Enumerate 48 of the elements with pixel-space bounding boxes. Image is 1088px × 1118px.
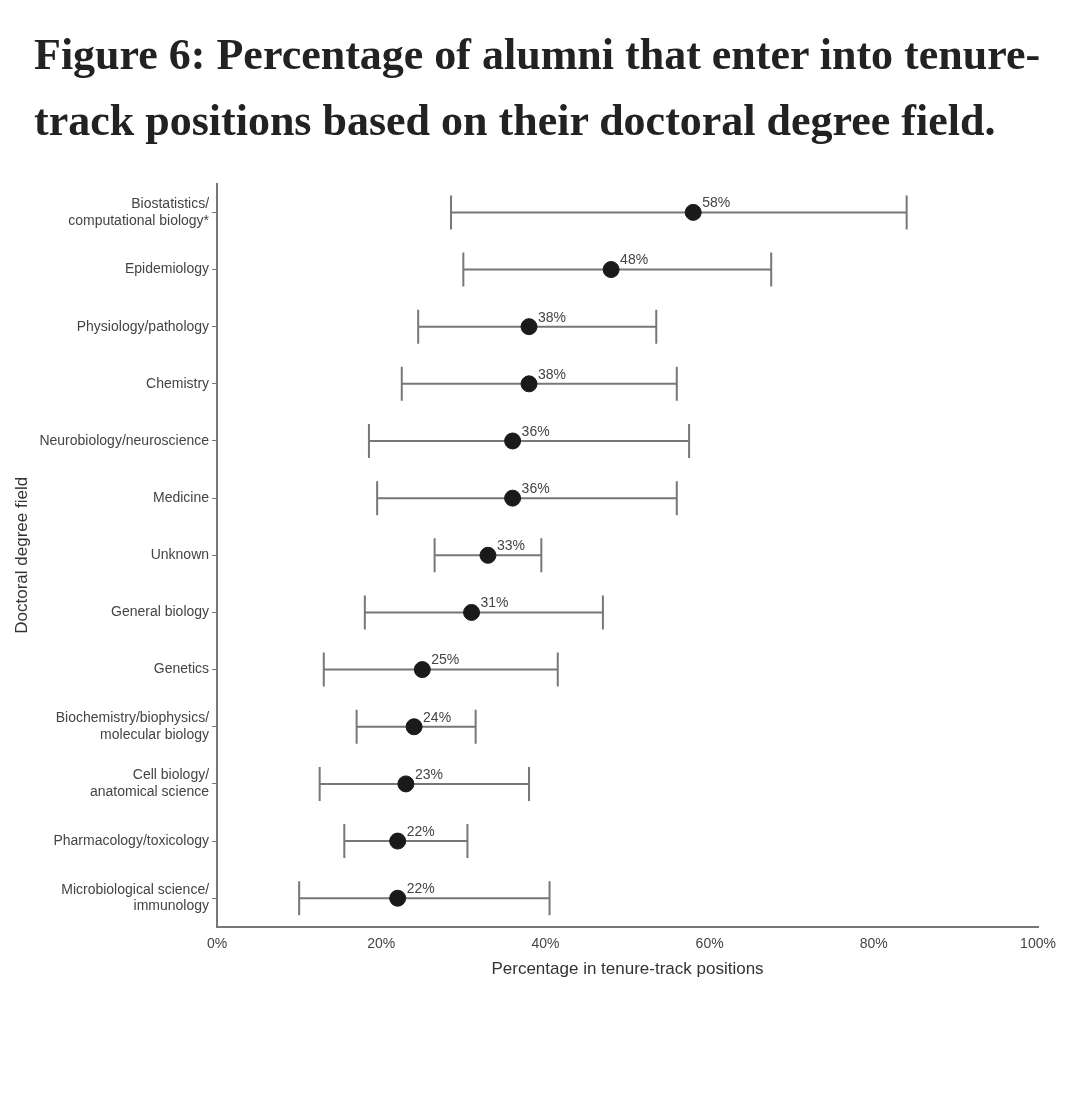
point: [520, 375, 538, 393]
y-tick-label: Unknown: [150, 546, 210, 563]
data-label: 38%: [538, 365, 567, 382]
data-label: 58%: [702, 194, 731, 211]
data-label: 36%: [521, 422, 550, 439]
y-tick-label: Epidemiology: [125, 260, 210, 277]
y-tick-label: General biology: [111, 603, 210, 620]
data-label: 23%: [414, 765, 443, 782]
y-tick-label: Physiology/pathology: [76, 317, 210, 334]
y-tick-label: Cell biology/ anatomical science: [90, 766, 210, 800]
data-label: 36%: [521, 480, 550, 497]
y-tick-label: Microbiological science/ immunology: [61, 880, 210, 914]
point: [389, 832, 407, 850]
point: [684, 203, 702, 221]
point: [602, 261, 620, 279]
data-label: 31%: [480, 594, 509, 611]
data-label: 25%: [431, 651, 460, 668]
x-axis-title: Percentage in tenure-track positions: [491, 959, 764, 979]
x-tick-label: 100%: [1020, 935, 1056, 952]
y-tick-label: Biochemistry/biophysics/ molecular biology: [55, 709, 210, 743]
y-tick-label: Chemistry: [146, 374, 210, 391]
data-label: 38%: [538, 308, 567, 325]
y-axis-title: Doctoral degree field: [11, 476, 31, 634]
point: [413, 661, 431, 679]
point: [405, 718, 423, 736]
data-label: 24%: [423, 708, 452, 725]
x-tick-label: 40%: [531, 935, 560, 952]
point: [389, 889, 407, 907]
point: [520, 318, 538, 336]
data-label: 48%: [620, 251, 649, 268]
data-label: 22%: [406, 880, 435, 897]
point: [504, 432, 522, 450]
y-tick-label: Neurobiology/neuroscience: [39, 431, 210, 448]
x-tick-label: 20%: [367, 935, 396, 952]
point: [463, 603, 481, 621]
y-tick-label: Pharmacology/toxicology: [53, 831, 210, 848]
x-tick-label: 0%: [206, 935, 228, 952]
point: [397, 775, 415, 793]
chart-title: Figure 6: Percentage of alumni that enter into tenure-track positions based on their doctoral degree field.: [33, 29, 1042, 147]
y-tick-label: Medicine: [153, 489, 210, 506]
x-tick-label: 80%: [859, 935, 888, 952]
data-label: 22%: [406, 822, 435, 839]
x-tick-label: 60%: [695, 935, 724, 952]
data-label: 33%: [496, 537, 525, 554]
y-tick-label: Genetics: [153, 660, 210, 677]
point: [479, 546, 497, 564]
point: [504, 489, 522, 507]
y-tick-label: Biostatistics/ computational biology*: [68, 194, 210, 228]
